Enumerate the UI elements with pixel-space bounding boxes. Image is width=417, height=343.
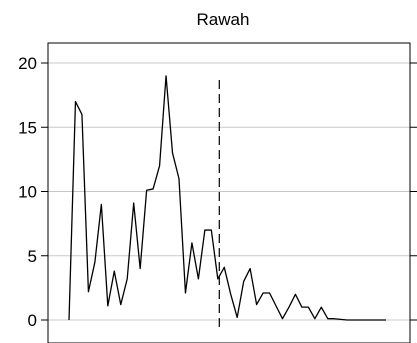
chart-title: Rawah (197, 10, 250, 29)
y-tick-label: 0 (28, 311, 37, 330)
grid (48, 62, 410, 321)
series-group (68, 75, 386, 321)
plot-frame (47, 42, 411, 343)
series-line-0 (68, 75, 386, 321)
y-axis: 0 5 10 15 20 (18, 54, 417, 330)
y-tick-label: 20 (18, 54, 37, 73)
y-tick-label: 10 (18, 183, 37, 202)
y-tick-label: 15 (18, 118, 37, 137)
y-tick-label: 5 (28, 247, 37, 266)
